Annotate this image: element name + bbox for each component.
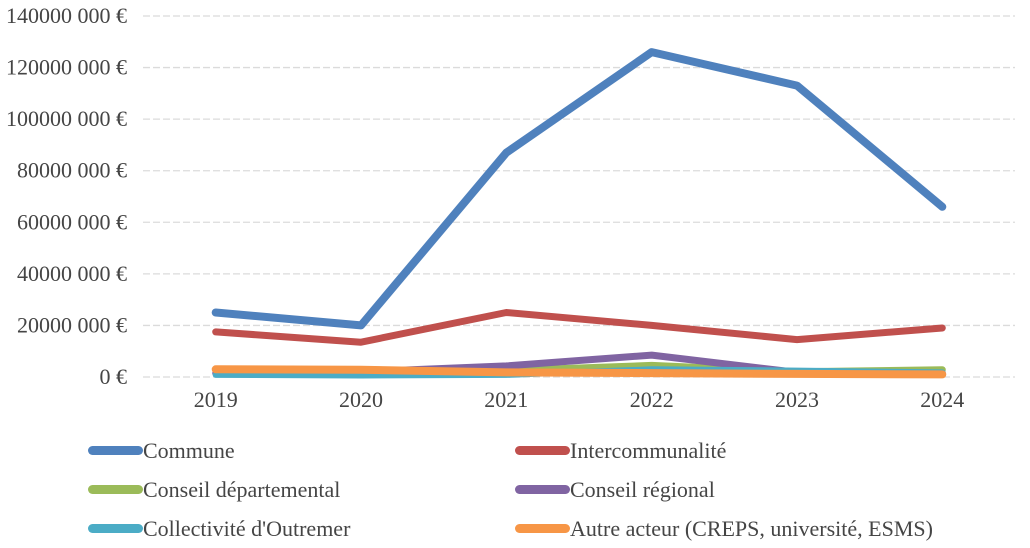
legend-swatch-collectivite-outremer xyxy=(88,524,143,533)
x-axis-tick-label: 2019 xyxy=(194,387,238,412)
y-axis-tick-label: 40000 000 € xyxy=(17,261,127,286)
legend-label-conseil-regional: Conseil régional xyxy=(570,476,715,502)
x-axis-tick-label: 2024 xyxy=(920,387,964,412)
y-axis-tick-label: 60000 000 € xyxy=(17,209,127,234)
legend-item-collectivite-outremer: Collectivité d'Outremer xyxy=(88,515,515,541)
series-line-1 xyxy=(212,309,946,346)
legend-item-intercommunalite: Intercommunalité xyxy=(515,437,933,463)
legend-item-conseil-departemental: Conseil départemental xyxy=(88,476,515,502)
legend-swatch-intercommunalite xyxy=(515,446,570,455)
legend-item-commune: Commune xyxy=(88,437,515,463)
series-line-5 xyxy=(211,365,947,379)
legend-label-collectivite-outremer: Collectivité d'Outremer xyxy=(143,515,351,541)
y-axis-tick-label: 100000 000 € xyxy=(6,106,127,131)
legend-swatch-conseil-departemental xyxy=(88,485,143,494)
x-axis-tick-label: 2020 xyxy=(339,387,383,412)
y-axis-tick-label: 120000 000 € xyxy=(6,55,127,80)
plot-area: 140000 000 € 120000 000 € 100000 000 € 8000… xyxy=(6,3,1015,412)
y-axis-tick-label: 80000 000 € xyxy=(17,158,127,183)
legend-swatch-conseil-regional xyxy=(515,485,570,494)
legend-swatch-commune xyxy=(88,446,143,455)
x-axis-tick-label: 2022 xyxy=(630,387,674,412)
legend-item-autre-acteur: Autre acteur (CREPS, université, ESMS) xyxy=(515,515,933,541)
legend-item-conseil-regional: Conseil régional xyxy=(515,476,933,502)
legend: Commune Intercommunalité Conseil départe… xyxy=(88,431,933,548)
x-axis-tick-label: 2021 xyxy=(484,387,528,412)
x-axis-tick-label: 2023 xyxy=(775,387,819,412)
legend-label-autre-acteur: Autre acteur (CREPS, université, ESMS) xyxy=(570,515,933,541)
legend-label-commune: Commune xyxy=(143,437,235,463)
y-axis-tick-label: 140000 000 € xyxy=(6,3,127,28)
line-chart: 140000 000 € 120000 000 € 100000 000 € 8000… xyxy=(6,3,1015,412)
y-axis-tick-label: 20000 000 € xyxy=(17,312,127,337)
legend-label-conseil-departemental: Conseil départemental xyxy=(143,476,341,502)
legend-swatch-autre-acteur xyxy=(515,524,570,533)
series-line-0 xyxy=(211,48,947,330)
y-axis-tick-label: 0 € xyxy=(100,364,128,389)
legend-label-intercommunalite: Intercommunalité xyxy=(570,437,727,463)
